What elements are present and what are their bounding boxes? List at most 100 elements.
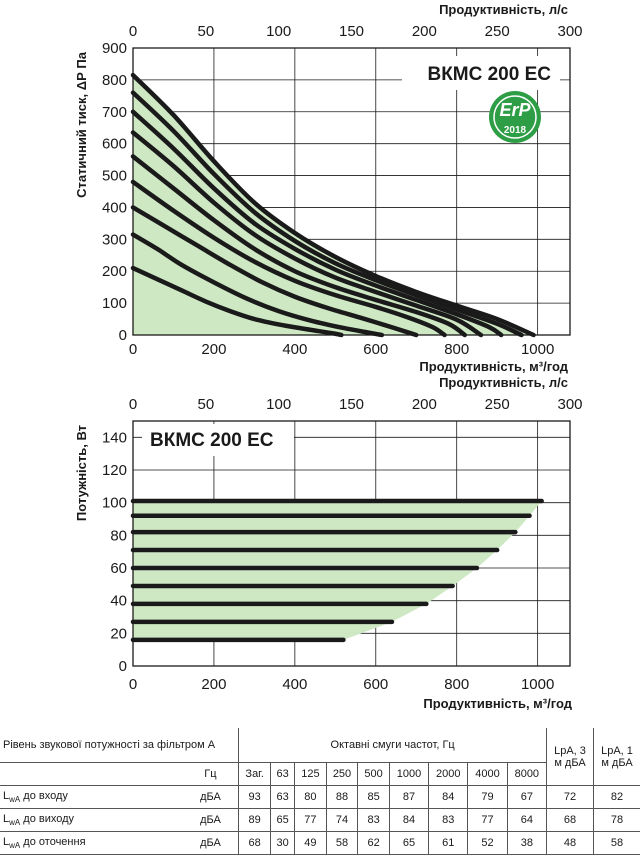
sound-lpa3-label: LpA, 3 м дБА (547, 728, 594, 786)
sound-value-cell: 85 (358, 786, 390, 809)
sound-value-cell: 62 (358, 832, 390, 855)
sound-value-cell: 74 (326, 809, 358, 832)
sound-table-header-row: Рівень звукової потужності за фільтром А… (0, 728, 640, 763)
freq-cell: 500 (358, 763, 390, 786)
y-tick-label: 400 (102, 199, 127, 216)
sound-value-cell: 61 (429, 832, 468, 855)
sound-row-unit: дБА (183, 786, 239, 809)
y-tick-label: 80 (110, 527, 127, 544)
sound-row-unit: дБА (183, 809, 239, 832)
x-tick-label: 200 (201, 341, 226, 358)
erp-badge-label: ErP (499, 100, 531, 120)
freq-cell: 125 (295, 763, 327, 786)
sound-bands-label: Октавні смуги частот, Гц (239, 728, 547, 763)
sound-lpa3-cell: 68 (547, 809, 594, 832)
sound-value-cell: 84 (429, 786, 468, 809)
sound-lpa1-cell: 82 (594, 786, 640, 809)
x2-tick-label: 200 (412, 396, 437, 413)
x2-tick-label: 150 (339, 23, 364, 40)
x2-tick-label: 0 (129, 23, 137, 40)
sound-value-cell: 52 (468, 832, 507, 855)
sound-value-cell: 87 (389, 786, 428, 809)
sound-value-cell: 68 (239, 832, 271, 855)
y-tick-label: 120 (102, 462, 127, 479)
sound-value-cell: 65 (271, 809, 295, 832)
pressure-model-title: ВКМС 200 ЕС (427, 64, 551, 85)
x2-tick-label: 300 (557, 23, 582, 40)
sound-value-cell: 83 (358, 809, 390, 832)
y-tick-label: 100 (102, 295, 127, 312)
freq-cell: 2000 (429, 763, 468, 786)
x2-tick-label: 50 (197, 23, 214, 40)
sound-value-cell: 80 (295, 786, 327, 809)
y-tick-label: 60 (110, 560, 127, 577)
x2-tick-label: 0 (129, 396, 137, 413)
x-tick-label: 600 (363, 676, 388, 693)
sound-value-cell: 88 (326, 786, 358, 809)
sound-value-cell: 64 (507, 809, 546, 832)
freq-cell: 8000 (507, 763, 546, 786)
sound-lpa1-cell: 58 (594, 832, 640, 855)
sound-lpa1-cell: 78 (594, 809, 640, 832)
x-tick-label: 0 (129, 341, 137, 358)
x-tick-label: 1000 (521, 676, 554, 693)
y-tick-label: 20 (110, 625, 127, 642)
y-tick-label: 200 (102, 263, 127, 280)
sound-row-surroundings: LwA до оточення дБА 68 30 49 58 62 65 61… (0, 832, 640, 855)
power-working-area (133, 501, 542, 640)
power-y-label: Потужність, Вт (74, 425, 89, 521)
y-tick-label: 0 (119, 658, 127, 675)
sound-row-label: LwA до входу (0, 786, 183, 809)
y-tick-label: 800 (102, 72, 127, 89)
sound-value-cell: 63 (271, 786, 295, 809)
x2-tick-label: 300 (557, 396, 582, 413)
x2-tick-label: 250 (485, 23, 510, 40)
freq-cell: Заг. (239, 763, 271, 786)
pressure-x-label: Продуктивність, м³/год (419, 359, 568, 374)
freq-cell: 250 (326, 763, 358, 786)
sound-value-cell: 30 (271, 832, 295, 855)
y-tick-label: 900 (102, 40, 127, 57)
x2-tick-label: 250 (485, 396, 510, 413)
x-tick-label: 200 (201, 676, 226, 693)
sound-value-cell: 65 (389, 832, 428, 855)
erp-badge: ErP 2018 (489, 91, 541, 143)
sound-value-cell: 67 (507, 786, 546, 809)
sound-value-cell: 49 (295, 832, 327, 855)
sound-value-cell: 77 (295, 809, 327, 832)
x-tick-label: 400 (282, 341, 307, 358)
x2-tick-label: 100 (266, 396, 291, 413)
sound-value-cell: 77 (468, 809, 507, 832)
sound-value-cell: 84 (389, 809, 428, 832)
x2-tick-label: 50 (197, 396, 214, 413)
sound-power-table: Рівень звукової потужності за фільтром А… (0, 728, 640, 855)
x-tick-label: 1000 (521, 341, 554, 358)
sound-row-outlet: LwA до виходу дБА 89 65 77 74 83 84 83 7… (0, 809, 640, 832)
sound-value-cell: 38 (507, 832, 546, 855)
sound-hz-label: Гц (183, 763, 239, 786)
x2-tick-label: 100 (266, 23, 291, 40)
power-model-title: ВКМС 200 ЕС (150, 430, 274, 451)
y-tick-label: 140 (102, 429, 127, 446)
y-tick-label: 700 (102, 104, 127, 121)
sound-row-unit: дБА (183, 832, 239, 855)
y-tick-label: 500 (102, 168, 127, 185)
power-x-label: Продуктивність, м³/год (423, 696, 572, 710)
y-tick-label: 300 (102, 231, 127, 248)
pressure-x2-label: Продуктивність, л/с (439, 2, 568, 17)
y-tick-label: 0 (119, 327, 127, 344)
x-tick-label: 800 (444, 341, 469, 358)
power-x2-label: Продуктивність, л/с (439, 375, 568, 390)
sound-lpa3-cell: 72 (547, 786, 594, 809)
y-tick-label: 100 (102, 495, 127, 512)
x-tick-label: 0 (129, 676, 137, 693)
pressure-y-label: Статичний тиск, ΔР Па (74, 51, 89, 198)
sound-table-freq-row: Гц Заг. 63 125 250 500 1000 2000 4000 80… (0, 763, 640, 786)
sound-empty-cell (0, 763, 183, 786)
sound-param-label: Рівень звукової потужності за фільтром А (0, 728, 239, 763)
y-tick-label: 40 (110, 593, 127, 610)
freq-cell: 63 (271, 763, 295, 786)
